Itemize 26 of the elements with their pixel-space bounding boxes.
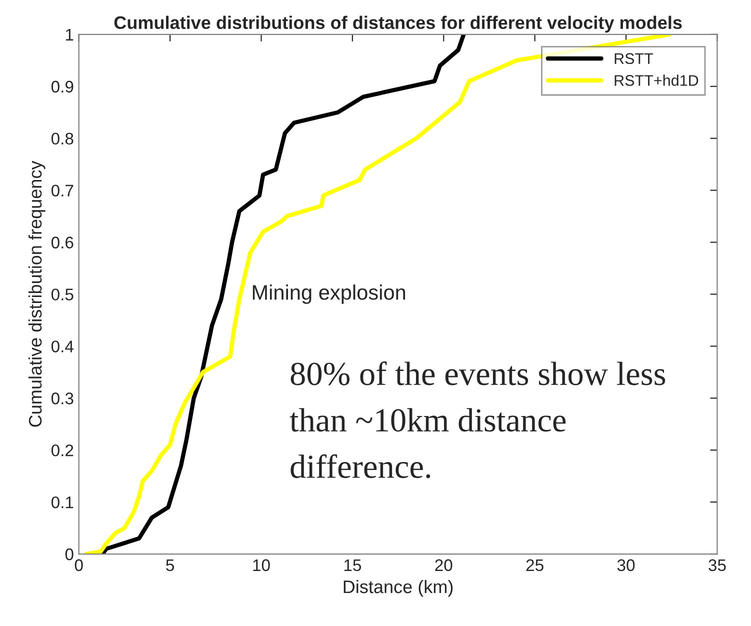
x-axis-title: Distance (km) [344, 580, 453, 597]
y-tick-label: 1 [66, 29, 74, 40]
y-tick-label: 0.9 [51, 80, 74, 93]
y-tick-label: 0.1 [51, 496, 74, 508]
y-tick-label: 0.5 [51, 288, 74, 300]
legend-label: RSTT+hd1D [614, 74, 698, 86]
y-tick-label: 0.8 [51, 132, 74, 145]
x-tick-label: 30 [617, 559, 635, 572]
x-tick-label: 10 [253, 559, 270, 572]
legend-label: RSTT [614, 53, 654, 64]
y-tick-label: 0.6 [51, 236, 74, 248]
y-tick-label: 0.2 [51, 444, 74, 456]
x-tick-label: 0 [74, 559, 83, 572]
x-tick-label: 35 [708, 559, 726, 572]
x-tick-label: 5 [166, 559, 174, 572]
x-tick-label: 15 [344, 559, 362, 572]
annotation: 80% of the events show less than ~10km distance difference. [290, 361, 666, 478]
annotation: Mining explosion [252, 284, 406, 304]
y-axis-title: Cumulative distribution frequency [28, 160, 46, 427]
x-tick-label: 25 [526, 559, 544, 572]
y-tick-label: 0.4 [51, 340, 74, 352]
x-tick-label: 20 [435, 559, 452, 572]
y-tick-label: 0.3 [51, 392, 74, 404]
y-tick-label: 0 [65, 548, 74, 560]
chart-title: Cumulative distributions of distances for different velocity models [114, 16, 682, 33]
y-tick-label: 0.7 [51, 184, 74, 197]
